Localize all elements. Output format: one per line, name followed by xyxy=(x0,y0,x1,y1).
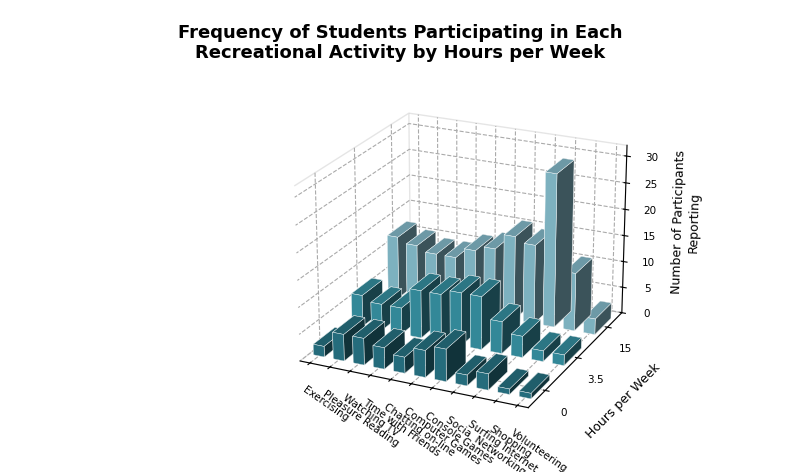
Text: Frequency of Students Participating in Each
Recreational Activity by Hours per W: Frequency of Students Participating in E… xyxy=(178,24,622,62)
Y-axis label: Hours per Week: Hours per Week xyxy=(584,361,663,441)
